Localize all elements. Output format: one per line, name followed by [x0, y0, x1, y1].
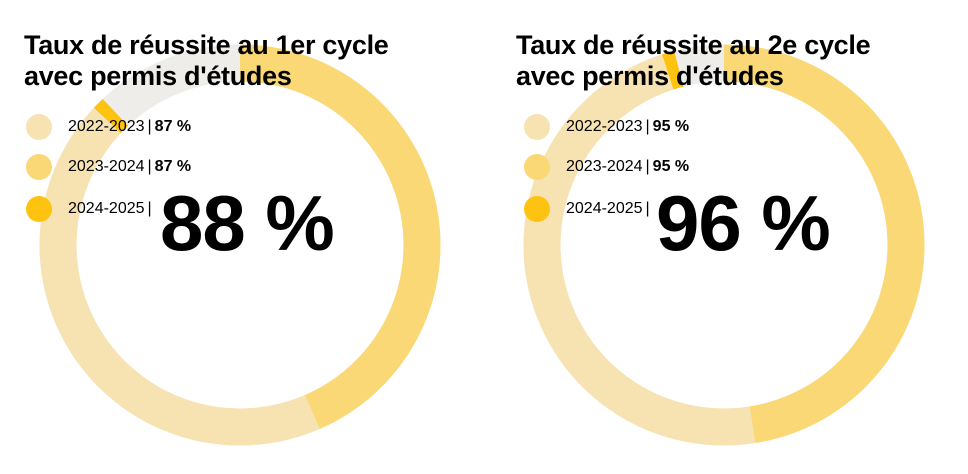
chart-title-2e-cycle: Taux de réussite au 2e cycle avec permis …: [516, 30, 871, 92]
legend-swatch-2022-2023: [524, 114, 550, 140]
legend-rate: 95 %: [652, 118, 690, 135]
legend-rate: 87 %: [154, 158, 192, 175]
arc-2023-2024: [723, 44, 925, 444]
legend-swatch-2024-2025: [524, 196, 550, 222]
chart-title-line-1: Taux de réussite au 2e cycle avec permis …: [516, 30, 871, 91]
legend-year: 2024-2025: [68, 200, 145, 217]
legend-year: 2022-2023: [566, 118, 643, 135]
chart-title-1er-cycle: Taux de réussite au 1er cycle avec permis…: [24, 30, 389, 92]
arc-2022-2023: [523, 54, 756, 446]
legend-rate: 87 %: [154, 118, 192, 135]
legend-text: 2022-2023 | 95 %: [566, 117, 689, 137]
legend-separator: |: [645, 118, 650, 135]
chart-1er-cycle: Taux de réussite au 1er cycle avec permis…: [24, 30, 441, 446]
chart-title-line-1: Taux de réussite au 1er cycle avec permis…: [24, 30, 389, 91]
legend-rate: 95 %: [652, 158, 690, 175]
legend-text: 2022-2023 | 87 %: [68, 117, 191, 137]
main-value-2e-cycle: 96 %: [656, 179, 831, 267]
legend-year: 2024-2025: [566, 200, 643, 217]
legend-text: 2023-2024 | 87 %: [68, 157, 191, 177]
main-value-1er-cycle: 88 %: [160, 179, 335, 267]
arc-2022-2023: [39, 107, 320, 446]
legend-swatch-2024-2025: [26, 196, 52, 222]
legend-swatch-2023-2024: [26, 154, 52, 180]
legend-separator: |: [645, 200, 650, 217]
legend-text: 2024-2025 |: [68, 199, 155, 219]
legend-swatch-2023-2024: [524, 154, 550, 180]
donut-ring-1er-cycle: [39, 44, 441, 446]
arc-2023-2024: [239, 44, 441, 429]
legend-text: 2023-2024 | 95 %: [566, 157, 689, 177]
legend-separator: |: [645, 158, 650, 175]
arc-2024-2025: [93, 98, 129, 134]
donut-ring-2e-cycle: [523, 44, 925, 446]
chart-2e-cycle: Taux de réussite au 2e cycle avec permis …: [484, 0, 968, 474]
legend-swatch-2022-2023: [26, 114, 52, 140]
legend-text: 2024-2025 |: [566, 199, 653, 219]
legend-year: 2023-2024: [566, 158, 643, 175]
arc-2024-2025: [662, 50, 684, 90]
legend-year: 2022-2023: [68, 118, 145, 135]
legend-separator: |: [147, 200, 152, 217]
legend-separator: |: [147, 118, 152, 135]
legend-separator: |: [147, 158, 152, 175]
legend-year: 2023-2024: [68, 158, 145, 175]
